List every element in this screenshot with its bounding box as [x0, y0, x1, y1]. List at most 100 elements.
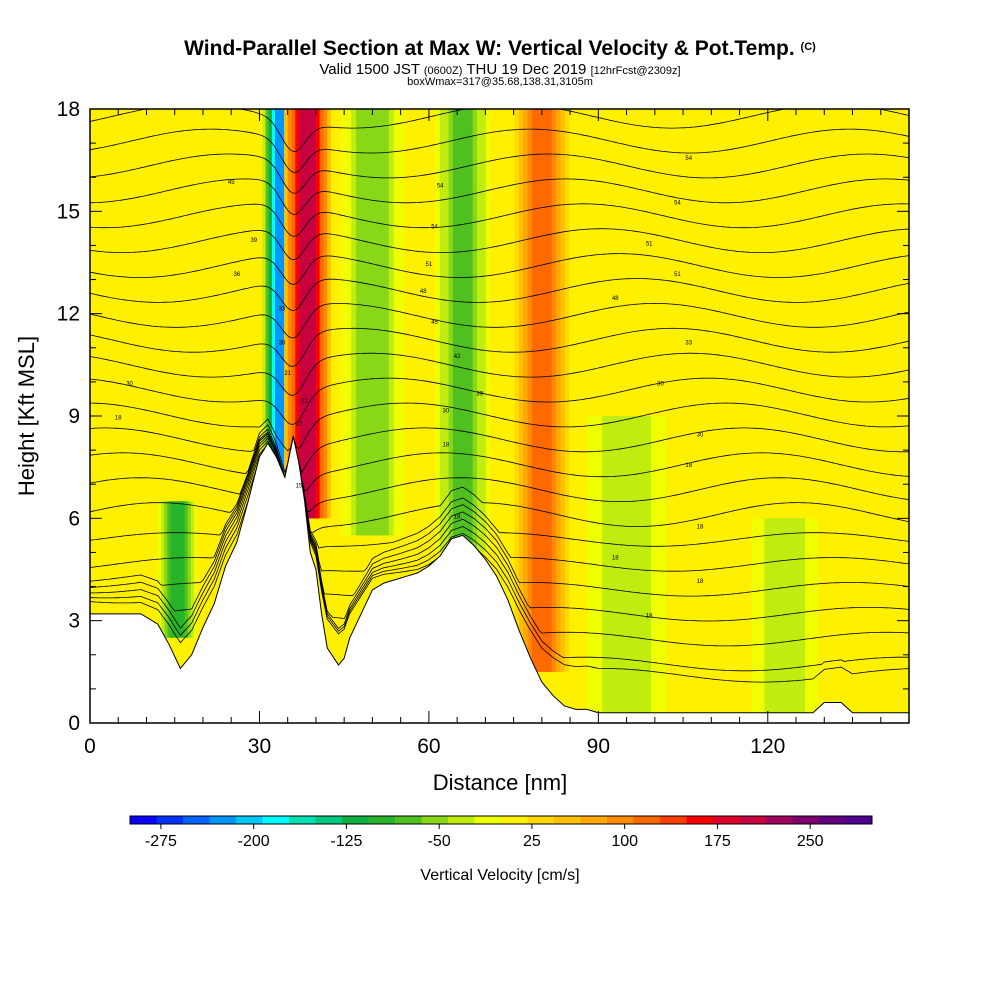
contour-label: 18: [612, 555, 619, 561]
theta-contour: [90, 327, 909, 367]
contour-label: 45: [228, 180, 235, 186]
colorbar-swatch: [315, 816, 343, 824]
colorbar-swatch: [289, 816, 316, 824]
contour-label: 18: [454, 514, 461, 520]
theta-contour: [90, 428, 909, 492]
theta-contour: [90, 352, 909, 396]
colorbar-tick-label: -275: [145, 833, 177, 850]
forecast-info: [12hrFcst@2309z]: [590, 65, 681, 77]
contour-label: 27: [296, 422, 303, 428]
y-tick-label: 12: [57, 303, 80, 326]
colorbar-swatch: [448, 816, 475, 824]
velocity-band: [298, 109, 316, 519]
theta-contour: [90, 436, 909, 622]
colorbar-swatch: [368, 816, 396, 824]
contour-label: 48: [420, 289, 427, 295]
contour-label: 42: [454, 354, 461, 360]
colorbar-tick-label: 100: [611, 833, 638, 850]
colorbar-swatch: [792, 816, 820, 824]
colorbar-frame: [129, 815, 873, 825]
velocity-band: [770, 518, 799, 713]
y-tick-label: 9: [68, 405, 80, 428]
colorbar-swatch: [607, 816, 634, 824]
theta-contour: [90, 153, 909, 194]
colorbar-swatch: [209, 816, 237, 824]
colorbar-tick-label: 175: [704, 833, 731, 850]
contour-label: 18: [685, 463, 692, 469]
y-tick-label: 18: [57, 98, 80, 121]
contour-label: 51: [674, 272, 681, 278]
contour-label: 15: [296, 484, 303, 490]
contour-label: 30: [279, 340, 286, 346]
contour-label: 48: [612, 296, 619, 302]
theta-contour: [90, 436, 909, 672]
colorbar-swatch: [262, 816, 290, 824]
colorbar-tick-label: 250: [797, 833, 824, 850]
colorbar-swatch: [580, 816, 608, 824]
colorbar-swatch: [342, 816, 369, 824]
theta-contour: [90, 253, 909, 285]
plot-area: 18 30 45 39 36 33 30 21 21 27 15 54 54 51 48 45 42 39 30 18…: [90, 109, 909, 723]
y-tick-label: 6: [68, 507, 80, 530]
contour-label: 30: [697, 432, 704, 438]
contour-label: 18: [646, 613, 653, 619]
velocity-band: [452, 109, 473, 553]
theta-contour: [90, 435, 909, 572]
x-tick-label: 60: [417, 735, 440, 758]
contour-label: 54: [431, 224, 438, 230]
colorbar-swatch: [660, 816, 687, 824]
theta-contour: [90, 377, 909, 425]
contour-label: 54: [437, 183, 444, 189]
contour-labels: 18 30 45 39 36 33 30 21 21 27 15 54 54 51 48 45 42 39 30 18…: [115, 156, 704, 619]
theta-contour: [90, 431, 909, 513]
chart-title: Wind-Parallel Section at Max W: Vertical…: [184, 37, 816, 60]
theta-contour: [90, 402, 909, 452]
x-tick-label: 0: [84, 735, 96, 758]
contour-label: 33: [685, 340, 692, 346]
contour-label: 39: [476, 392, 483, 398]
theta-contour: [90, 436, 909, 647]
y-tick-label: 3: [68, 610, 80, 633]
contour-label: 30: [657, 381, 664, 387]
contour-label: 54: [685, 156, 692, 162]
colorbar-swatch: [183, 816, 210, 824]
theta-contour: [90, 128, 909, 173]
contour-label: 45: [431, 320, 438, 326]
colorbar-swatch: [156, 816, 184, 824]
x-tick-label: 90: [587, 735, 610, 758]
colorbar-swatch: [421, 816, 449, 824]
colorbar-swatch: [633, 816, 661, 824]
contour-label: 30: [126, 381, 133, 387]
colorbar-swatch: [395, 816, 422, 824]
colorbar-swatch: [819, 816, 846, 824]
y-tick-label: 15: [57, 200, 80, 223]
contour-label: 30: [442, 409, 449, 415]
theta-contour: [90, 433, 909, 534]
contour-label: 18: [697, 579, 704, 585]
colorbar-swatch: [845, 816, 873, 824]
contour-label: 54: [674, 201, 681, 207]
colorbar-tick-label: -125: [330, 833, 362, 850]
colorbar: -275 -200 -125 -50 25 100 175 250: [129, 815, 873, 850]
contour-label: 18: [697, 525, 704, 531]
velocity-band: [609, 416, 644, 713]
theta-contour: [90, 109, 909, 152]
potential-temperature-contours: [90, 109, 909, 683]
velocity-band: [361, 109, 384, 536]
colorbar-swatch: [554, 816, 581, 824]
contour-label: 21: [284, 371, 291, 377]
contour-label: 51: [646, 241, 653, 247]
colorbar-swatch: [527, 816, 555, 824]
velocity-band: [170, 501, 185, 638]
utc-time: (0600Z): [423, 65, 463, 77]
colorbar-tick-label: -200: [238, 833, 270, 850]
copyright-mark: (C): [800, 41, 816, 53]
theta-contour: [90, 302, 909, 339]
theta-contour: [90, 436, 909, 683]
colorbar-tick-label: -50: [428, 833, 451, 850]
colorbar-swatch: [474, 816, 502, 824]
contour-label: 18: [442, 443, 449, 449]
chart-subtitle: Valid 1500 JST (0600Z) THU 19 Dec 2019 […: [319, 61, 681, 78]
